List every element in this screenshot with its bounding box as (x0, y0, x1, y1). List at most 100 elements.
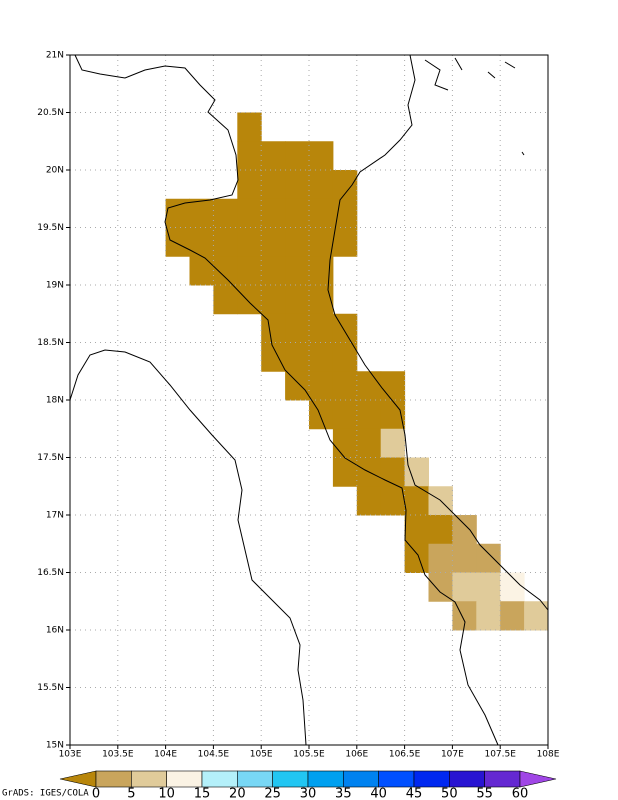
grid-cell (476, 601, 501, 631)
colorbar-label: 20 (229, 787, 246, 800)
grid-cell (404, 515, 429, 545)
grid-cell (452, 572, 477, 602)
y-tick-label: 17N (46, 511, 64, 521)
y-tick-label: 21N (46, 51, 64, 61)
grid-cell (428, 543, 453, 573)
grid-cell (332, 227, 358, 257)
colorbar-box (307, 770, 344, 788)
grid-cell (380, 457, 406, 487)
colorbar-label: 35 (335, 787, 352, 800)
grid-cell (285, 198, 310, 228)
coastline (327, 54, 549, 611)
grid-cell (380, 400, 406, 430)
colorbar-label: 45 (406, 787, 423, 800)
colorbar-label: 40 (370, 787, 387, 800)
grid-cell (332, 371, 358, 401)
credit: GrADS: IGES/COLA (2, 789, 89, 799)
grid-cell (309, 285, 334, 315)
colorbar-box (484, 770, 521, 788)
x-tick-label: 105E (250, 750, 273, 760)
x-tick-label: 106E (345, 750, 368, 760)
grid-cell (213, 285, 238, 315)
grid-cell (428, 515, 453, 545)
border (74, 54, 499, 746)
colorbar-label: 50 (441, 787, 458, 800)
colorbar-label: 30 (300, 787, 317, 800)
grid-cell (500, 601, 525, 631)
grid-cell (309, 371, 334, 401)
grid-cell (309, 198, 334, 228)
grid-cell (237, 285, 262, 315)
grid-cell (285, 170, 310, 200)
grid-cell (261, 285, 286, 315)
y-tick-label: 15N (46, 741, 64, 751)
y-tick-label: 17.5N (37, 453, 64, 463)
x-tick-label: 104.5E (198, 750, 230, 760)
colorbar-label: 15 (194, 787, 211, 800)
colorbar-label: 5 (127, 787, 135, 800)
grid-cell (452, 543, 477, 573)
grid-cell (309, 227, 334, 257)
grid-cell (332, 400, 358, 430)
grid-cell (261, 170, 286, 200)
grid-cell (237, 170, 262, 200)
colorbar-box (95, 770, 132, 788)
colorbar-box (272, 770, 309, 788)
grid-cell (332, 170, 358, 200)
colorbar-label: 0 (92, 787, 100, 800)
grid-cell (356, 428, 382, 458)
colorbar-box (131, 770, 167, 788)
grid-cell (237, 227, 262, 257)
grid-cell (261, 256, 286, 286)
y-tick-label: 19N (46, 281, 64, 291)
grid-cell (261, 313, 286, 343)
colorbar-box (343, 770, 379, 788)
grid-cell (476, 543, 501, 573)
y-tick-label: 18.5N (37, 338, 64, 348)
colorbar-arrow (519, 770, 557, 788)
grid-cell (237, 141, 262, 171)
grid-cell (428, 572, 453, 602)
y-tick-label: 20N (46, 166, 64, 176)
grid-cell (404, 543, 429, 573)
x-tick-label: 106.5E (389, 750, 421, 760)
colorbar-box (449, 770, 485, 788)
colorbar-box (166, 770, 203, 788)
grid-cell (332, 428, 358, 458)
x-tick-label: 103E (59, 750, 82, 760)
grid-cell (213, 256, 238, 286)
grid-cell (332, 198, 358, 228)
grid-cell (285, 371, 310, 401)
x-tick-label: 103.5E (102, 750, 134, 760)
grid-cell (356, 486, 382, 516)
grid-cell (332, 457, 358, 487)
y-tick-label: 20.5N (37, 108, 64, 118)
border (69, 349, 307, 746)
grid-cell (213, 227, 238, 257)
x-tick-label: 105.5E (293, 750, 325, 760)
y-tick-label: 18N (46, 396, 64, 406)
colorbar-box (237, 770, 273, 788)
x-tick-label: 108E (537, 750, 560, 760)
grid-cell (380, 486, 406, 516)
grid-cell (165, 227, 190, 257)
grid-cell (356, 371, 382, 401)
colorbar-label: 25 (264, 787, 281, 800)
colorbar-label: 10 (158, 787, 175, 800)
grid-cell (452, 515, 477, 545)
y-tick-label: 19.5N (37, 223, 64, 233)
grid-cell (380, 428, 406, 458)
coastline (424, 57, 525, 156)
grid-cell (213, 198, 238, 228)
boundaries (69, 54, 549, 746)
grid-cell (261, 198, 286, 228)
colorbar-arrow (59, 770, 97, 788)
x-tick-label: 107E (441, 750, 464, 760)
grid-cell (309, 400, 334, 430)
grid-cell (309, 313, 334, 343)
grid-cell (285, 342, 310, 372)
grid-cell (356, 400, 382, 430)
grid-cell (285, 141, 310, 171)
y-tick-label: 15.5N (37, 683, 64, 693)
grid-cell (189, 256, 214, 286)
